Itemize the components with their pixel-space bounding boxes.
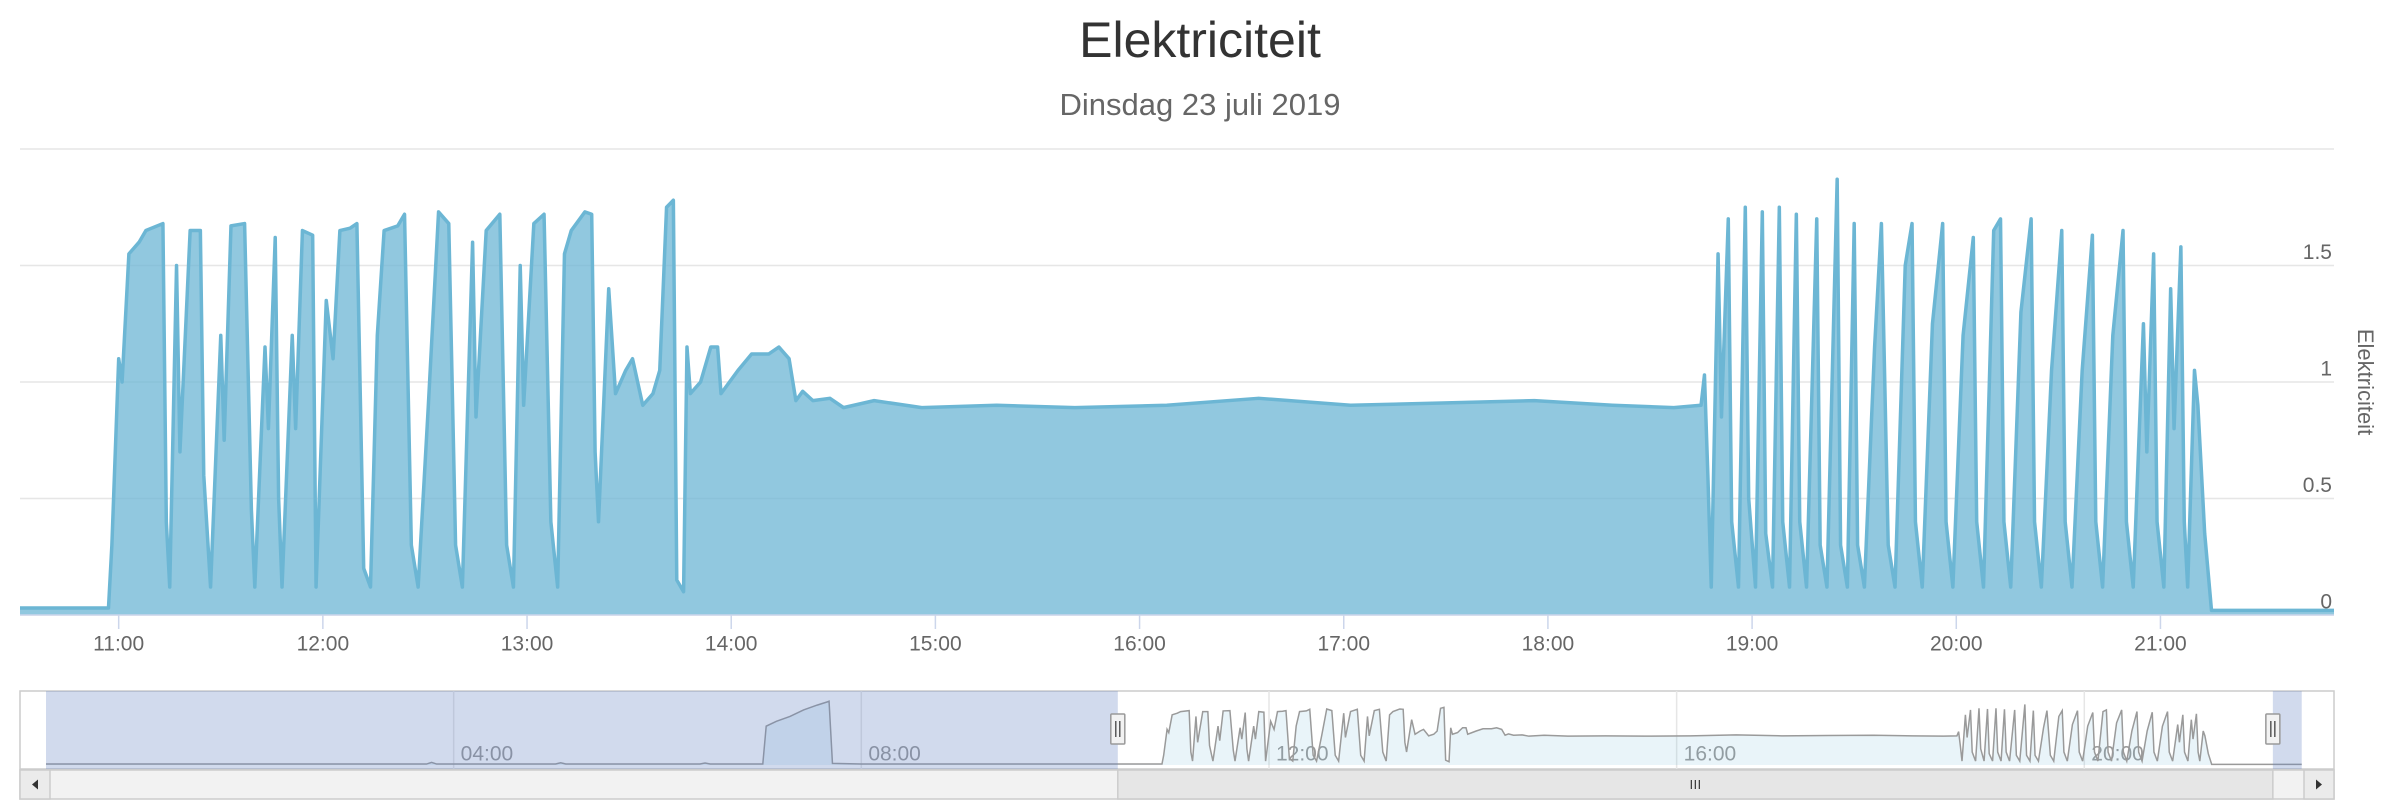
navigator-handle[interactable]	[2265, 713, 2281, 745]
navigator-tick-label: 04:00	[461, 743, 514, 766]
chart-subtitle: Dinsdag 23 juli 2019	[1060, 87, 1341, 122]
scrollbar-arrow	[32, 779, 38, 790]
x-tick-label: 17:00	[1317, 633, 1370, 656]
x-tick-label: 14:00	[705, 633, 758, 656]
scrollbar-arrow	[2316, 779, 2322, 790]
x-tick-label: 21:00	[2134, 633, 2187, 656]
y-tick-label: 1	[2320, 358, 2332, 381]
y-tick-label: 0	[2320, 591, 2332, 614]
navigator-tick-label: 16:00	[1684, 743, 1737, 766]
area-fill	[20, 179, 2334, 615]
x-tick-label: 18:00	[1522, 633, 1575, 656]
handle-body	[1110, 713, 1126, 745]
y-tick-label: 0.5	[2303, 474, 2332, 497]
y-tick-label: 1.5	[2303, 241, 2332, 264]
x-tick-label: 12:00	[297, 633, 350, 656]
navigator-tick-label: 08:00	[868, 743, 921, 766]
navigator-mask	[46, 691, 1118, 769]
x-tick-label: 16:00	[1113, 633, 1166, 656]
x-tick-label: 19:00	[1726, 633, 1779, 656]
y-axis-title: Elektriciteit	[2353, 329, 2378, 435]
series-clip	[20, 177, 2334, 615]
chart-title: Elektriciteit	[1079, 12, 1321, 68]
navigator-handle[interactable]	[1110, 713, 1126, 745]
area-line	[20, 177, 2334, 613]
navigator-tick-label: 20:00	[2091, 743, 2144, 766]
x-tick-label: 20:00	[1930, 633, 1983, 656]
navigator-line	[46, 700, 2302, 766]
navigator-area	[46, 701, 2302, 765]
x-tick-label: 15:00	[909, 633, 962, 656]
handle-body	[2265, 713, 2281, 745]
x-tick-label: 13:00	[501, 633, 554, 656]
x-tick-label: 11:00	[93, 633, 144, 656]
navigator-frame	[19, 690, 2335, 770]
